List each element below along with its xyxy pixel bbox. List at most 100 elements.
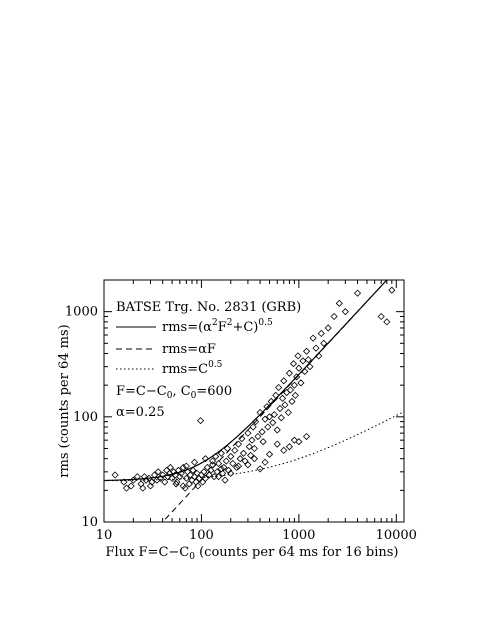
data-point <box>234 462 243 470</box>
data-point <box>304 356 312 364</box>
data-point <box>203 463 211 472</box>
data-point <box>324 324 332 332</box>
y-tick-label: 1000 <box>65 305 98 320</box>
data-point <box>239 449 248 457</box>
data-point <box>299 357 307 365</box>
data-point <box>244 429 252 437</box>
data-point <box>269 419 277 427</box>
data-point <box>261 415 269 423</box>
data-point <box>127 482 135 490</box>
data-point <box>222 457 230 465</box>
y-tick-label: 10 <box>81 515 98 530</box>
data-point <box>295 438 303 446</box>
data-point <box>150 471 159 479</box>
data-point <box>225 466 233 474</box>
data-point <box>208 457 217 465</box>
legend: BATSE Trg. No. 2831 (GRB) rms=(α2F2+C)0.5… <box>116 300 301 420</box>
data-point <box>200 468 208 476</box>
y-axis-label: rms (counts per 64 ms) <box>57 324 72 477</box>
note-definition: F=C−C0, C0=600 <box>116 384 232 401</box>
plot-frame <box>103 279 405 523</box>
data-point <box>264 423 272 431</box>
data-point <box>254 432 262 441</box>
data-point <box>244 461 252 469</box>
data-point <box>285 443 293 451</box>
data-point <box>207 466 215 474</box>
x-tick-label: 100 <box>189 528 214 543</box>
data-point <box>284 408 292 417</box>
data-point <box>146 482 155 490</box>
data-point <box>190 458 199 466</box>
data-point <box>261 458 269 466</box>
data-point <box>248 436 256 444</box>
legend-title: BATSE Trg. No. 2831 (GRB) <box>116 300 301 315</box>
data-point <box>290 381 298 389</box>
data-point <box>122 484 131 492</box>
data-point <box>301 367 309 376</box>
data-point <box>281 401 289 409</box>
data-point <box>217 465 225 473</box>
data-point <box>265 450 274 458</box>
data-point <box>280 446 288 454</box>
data-point <box>231 446 239 454</box>
legend-label: rms=C0.5 <box>162 360 223 377</box>
data-point <box>221 476 229 484</box>
data-point <box>139 484 147 492</box>
data-point <box>295 364 303 372</box>
data-point <box>179 482 187 490</box>
data-point <box>320 339 328 347</box>
data-point <box>312 344 320 352</box>
data-point <box>276 404 284 413</box>
data-point <box>111 471 119 479</box>
data-point <box>120 478 128 486</box>
data-point <box>227 452 235 461</box>
data-point <box>273 440 281 448</box>
data-point <box>185 480 193 488</box>
data-point <box>238 435 246 443</box>
data-point <box>233 463 241 472</box>
data-point <box>267 397 275 406</box>
note-alpha: α=0.25 <box>116 405 165 420</box>
data-point <box>223 444 232 453</box>
data-point <box>129 476 137 484</box>
data-point <box>140 473 148 481</box>
data-point <box>280 377 288 385</box>
data-point <box>148 478 156 486</box>
data-point <box>168 474 176 482</box>
data-point <box>217 449 225 457</box>
data-point <box>201 474 210 482</box>
data-point <box>177 469 185 477</box>
data-point <box>247 451 255 459</box>
data-point <box>353 289 362 297</box>
data-point <box>286 386 295 394</box>
data-point <box>227 469 235 477</box>
data-point <box>259 438 267 446</box>
data-point <box>208 461 217 469</box>
data-point <box>317 329 325 338</box>
data-point <box>265 413 274 421</box>
data-point <box>181 484 189 492</box>
data-point <box>245 443 253 451</box>
data-point <box>172 480 180 488</box>
data-point <box>270 411 278 419</box>
data-point <box>142 476 150 484</box>
data-point <box>256 408 264 417</box>
data-point <box>275 383 283 392</box>
data-point <box>154 468 162 476</box>
data-point <box>330 312 338 321</box>
data-point <box>236 455 244 463</box>
data-point <box>153 476 161 484</box>
data-point <box>219 469 227 477</box>
data-point <box>252 418 260 426</box>
x-axis-label: Flux F=C−C0 (counts per 64 ms for 16 bin… <box>106 545 399 562</box>
data-point <box>205 471 213 479</box>
data-point <box>290 436 298 444</box>
data-point <box>277 414 285 422</box>
data-point <box>201 455 210 463</box>
data-point <box>258 428 266 436</box>
data-point <box>335 299 343 307</box>
data-point <box>383 318 391 326</box>
data-point <box>273 426 281 434</box>
plot-area <box>104 280 404 522</box>
